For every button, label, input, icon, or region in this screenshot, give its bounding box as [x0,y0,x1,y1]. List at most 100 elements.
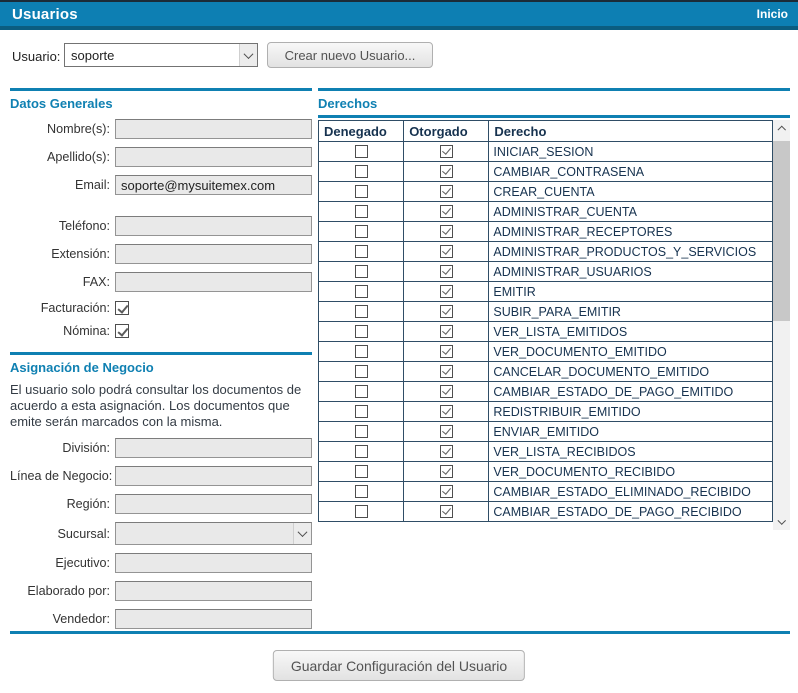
checkbox[interactable] [115,324,129,338]
denegado-checkbox[interactable] [354,144,368,158]
field-row: Ejecutivo: [10,553,312,573]
otorgado-checkbox[interactable] [439,304,453,318]
derecho-row: VER_LISTA_RECIBIDOS [318,441,773,462]
otorgado-checkbox[interactable] [439,144,453,158]
derecho-row: INICIAR_SESION [318,141,773,162]
scroll-down-button[interactable] [773,513,790,530]
otorgado-checkbox[interactable] [439,424,453,438]
otorgado-checkbox[interactable] [439,364,453,378]
denegado-checkbox[interactable] [354,504,368,518]
denegado-checkbox[interactable] [354,324,368,338]
field-row: Región: [10,494,312,514]
denegado-checkbox[interactable] [354,364,368,378]
text-field[interactable] [115,216,312,236]
create-user-button[interactable]: Crear nuevo Usuario... [267,42,433,68]
derecho-label: ENVIAR_EMITIDO [488,421,773,442]
field-row: División: [10,438,312,458]
field-label: FAX: [82,275,110,289]
header-bar: Usuarios Inicio [0,0,798,30]
scrollbar-thumb[interactable] [773,141,790,321]
field-row: Apellido(s): [10,147,312,167]
field-label: Elaborado por: [27,584,110,598]
denegado-checkbox[interactable] [354,344,368,358]
scroll-up-button[interactable] [773,120,790,137]
text-field[interactable] [115,438,312,458]
field-row: Vendedor: [10,609,312,629]
derechos-section: Derechos Denegado Otorgado Derecho INICI… [318,88,790,530]
otorgado-checkbox[interactable] [439,204,453,218]
otorgado-checkbox[interactable] [439,224,453,238]
usuario-select[interactable]: soporte [64,43,258,67]
denegado-checkbox[interactable] [354,264,368,278]
derecho-row: REDISTRIBUIR_EMITIDO [318,401,773,422]
text-field[interactable] [115,244,312,264]
denegado-checkbox[interactable] [354,484,368,498]
field-label: Vendedor: [52,612,110,626]
field-row: Sucursal: [10,522,312,545]
denegado-checkbox[interactable] [354,464,368,478]
otorgado-checkbox[interactable] [439,404,453,418]
column-header-otorgado: Otorgado [403,120,490,142]
derecho-label: REDISTRIBUIR_EMITIDO [488,401,773,422]
otorgado-checkbox[interactable] [439,164,453,178]
text-field[interactable] [115,119,312,139]
text-field[interactable] [115,272,312,292]
otorgado-checkbox[interactable] [439,184,453,198]
derecho-label: CAMBIAR_CONTRASENA [488,161,773,182]
denegado-checkbox[interactable] [354,284,368,298]
denegado-checkbox[interactable] [354,184,368,198]
denegado-checkbox[interactable] [354,424,368,438]
otorgado-checkbox[interactable] [439,444,453,458]
field-row: Nómina: [10,323,312,339]
asignacion-negocio-title: Asignación de Negocio [10,360,154,375]
denegado-checkbox[interactable] [354,204,368,218]
otorgado-checkbox[interactable] [439,484,453,498]
asignacion-negocio-fields: División: Línea de Negocio: Región: Sucu… [10,438,312,629]
text-field[interactable] [115,466,312,486]
text-field[interactable] [115,147,312,167]
denegado-checkbox[interactable] [354,304,368,318]
text-field[interactable] [115,494,312,514]
derecho-label: VER_LISTA_EMITIDOS [488,321,773,342]
derecho-label: ADMINISTRAR_RECEPTORES [488,221,773,242]
derecho-row: CAMBIAR_ESTADO_DE_PAGO_EMITIDO [318,381,773,402]
select-field[interactable] [115,522,312,545]
derecho-row: VER_DOCUMENTO_EMITIDO [318,341,773,362]
text-field[interactable] [115,609,312,629]
checkbox[interactable] [115,301,129,315]
denegado-checkbox[interactable] [354,444,368,458]
denegado-checkbox[interactable] [354,384,368,398]
save-user-config-button[interactable]: Guardar Configuración del Usuario [272,650,526,681]
scrollbar[interactable] [773,120,790,530]
text-field[interactable] [115,175,312,195]
otorgado-checkbox[interactable] [439,384,453,398]
chevron-down-icon [239,44,257,66]
inicio-link[interactable]: Inicio [756,7,788,21]
derecho-label: CAMBIAR_ESTADO_DE_PAGO_RECIBIDO [488,501,773,522]
denegado-checkbox[interactable] [354,164,368,178]
text-field[interactable] [115,581,312,601]
denegado-checkbox[interactable] [354,224,368,238]
otorgado-checkbox[interactable] [439,324,453,338]
derecho-label: ADMINISTRAR_PRODUCTOS_Y_SERVICIOS [488,241,773,262]
derecho-label: VER_DOCUMENTO_EMITIDO [488,341,773,362]
field-label: Ejecutivo: [55,556,110,570]
field-label: Email: [75,178,110,192]
otorgado-checkbox[interactable] [439,244,453,258]
denegado-checkbox[interactable] [354,404,368,418]
asignacion-negocio-section: Asignación de Negocio El usuario solo po… [10,352,312,637]
otorgado-checkbox[interactable] [439,284,453,298]
derecho-row: EMITIR [318,281,773,302]
denegado-checkbox[interactable] [354,244,368,258]
text-field[interactable] [115,553,312,573]
divider [10,631,790,634]
otorgado-checkbox[interactable] [439,344,453,358]
select-value [116,523,293,544]
derecho-row: ADMINISTRAR_CUENTA [318,201,773,222]
otorgado-checkbox[interactable] [439,504,453,518]
otorgado-checkbox[interactable] [439,464,453,478]
field-row: Teléfono: [10,216,312,236]
otorgado-checkbox[interactable] [439,264,453,278]
field-label: Línea de Negocio: [10,469,113,483]
